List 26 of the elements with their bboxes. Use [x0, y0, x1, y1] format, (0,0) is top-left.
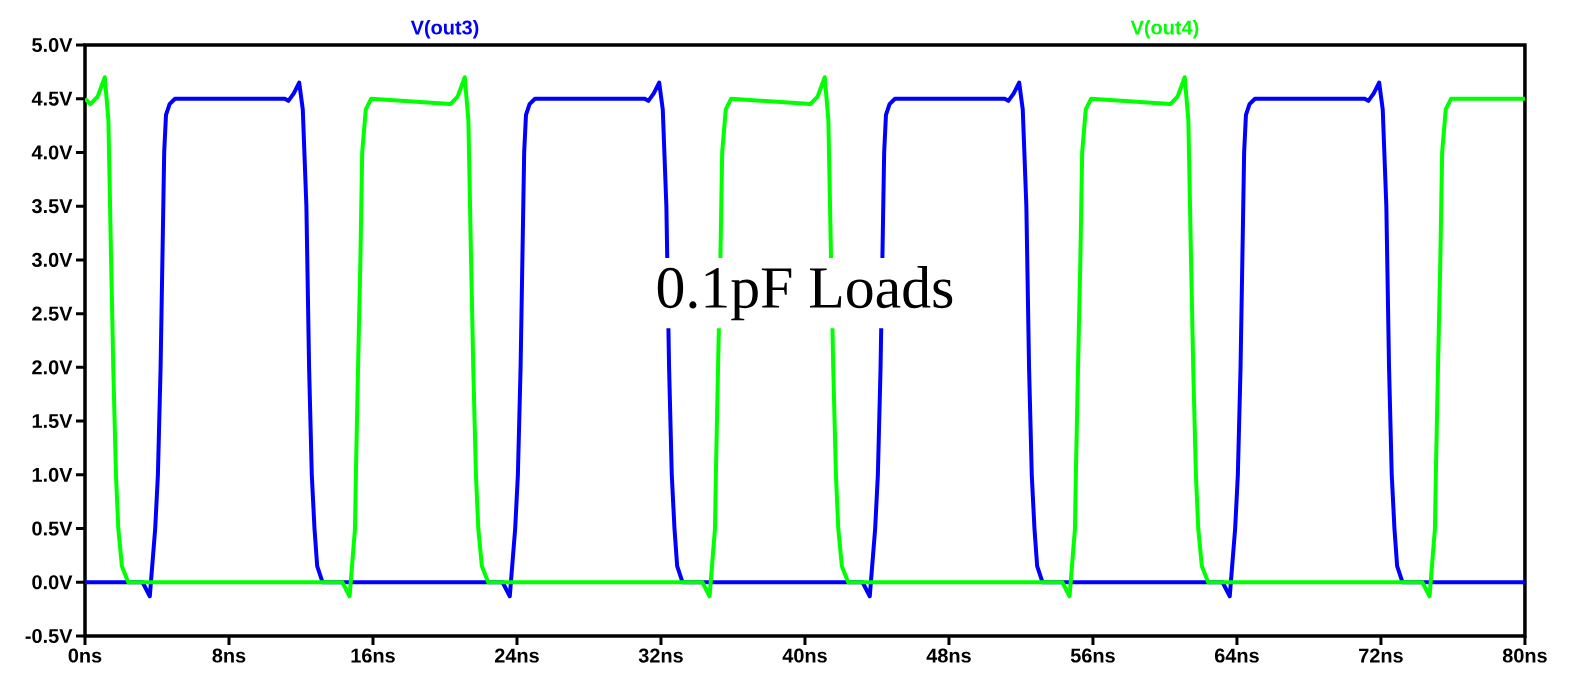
x-tick-label: 8ns [212, 648, 246, 663]
y-tick-label: 3.0V [31, 252, 73, 267]
text: V(out4) [1130, 19, 1199, 39]
y-tick-label: 1.0V [32, 467, 73, 482]
x-tick-label: 56ns [1070, 648, 1115, 663]
y-tick-label: 2.0V [32, 360, 73, 375]
y-tick-label: 1.5V [32, 414, 73, 429]
text: V(out3) [410, 19, 479, 39]
x-tick-label: 0ns [68, 648, 102, 663]
x-tick-label: 16ns [351, 648, 395, 663]
y-tick-label: 2.5V [32, 306, 73, 321]
x-tick-label: 32ns [638, 648, 683, 663]
y-tick-label: 0.0V [32, 575, 73, 590]
y-tick-label: 5.0V [32, 37, 73, 53]
annotation: 0.1pF Loads [657, 266, 953, 321]
x-tick-label: 24ns [494, 648, 539, 663]
y-tick-label: 4.0V [31, 145, 73, 160]
y-tick-label: 0.5V [32, 521, 73, 536]
x-tick-label: 40ns [782, 648, 827, 663]
x-tick-label: 48ns [926, 648, 971, 663]
y-tick-label: 4.5V [31, 91, 73, 106]
y-tick-label: 3.5V [31, 199, 73, 214]
x-tick-label: 64ns [1214, 648, 1259, 663]
x-tick-label: 72ns [1359, 648, 1403, 663]
y-tick-label: -0.5V [25, 628, 73, 644]
x-tick-label: 80ns [1502, 648, 1547, 663]
